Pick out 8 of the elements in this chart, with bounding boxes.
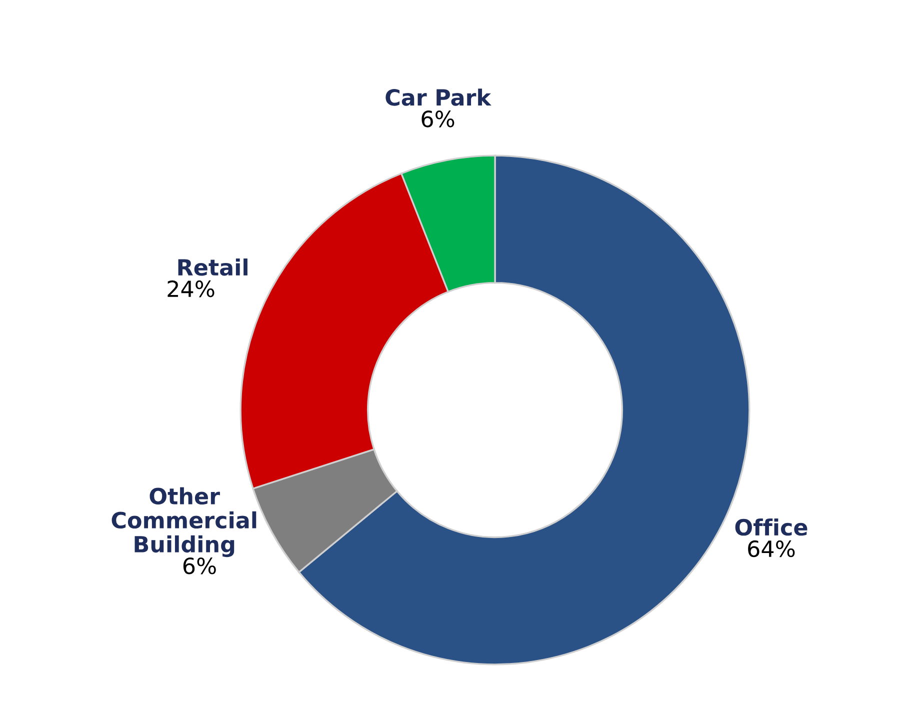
- data-label: 6%: [183, 557, 216, 574]
- slice-label: Office: [735, 518, 808, 536]
- data-label: 64%: [748, 540, 795, 558]
- data-label: 6%: [422, 110, 454, 128]
- data-label: 24%: [168, 280, 214, 298]
- slice-label: Other Commercial Building: [112, 487, 256, 558]
- slice-label: Car Park: [386, 88, 492, 106]
- slice-label: Retail: [178, 258, 248, 276]
